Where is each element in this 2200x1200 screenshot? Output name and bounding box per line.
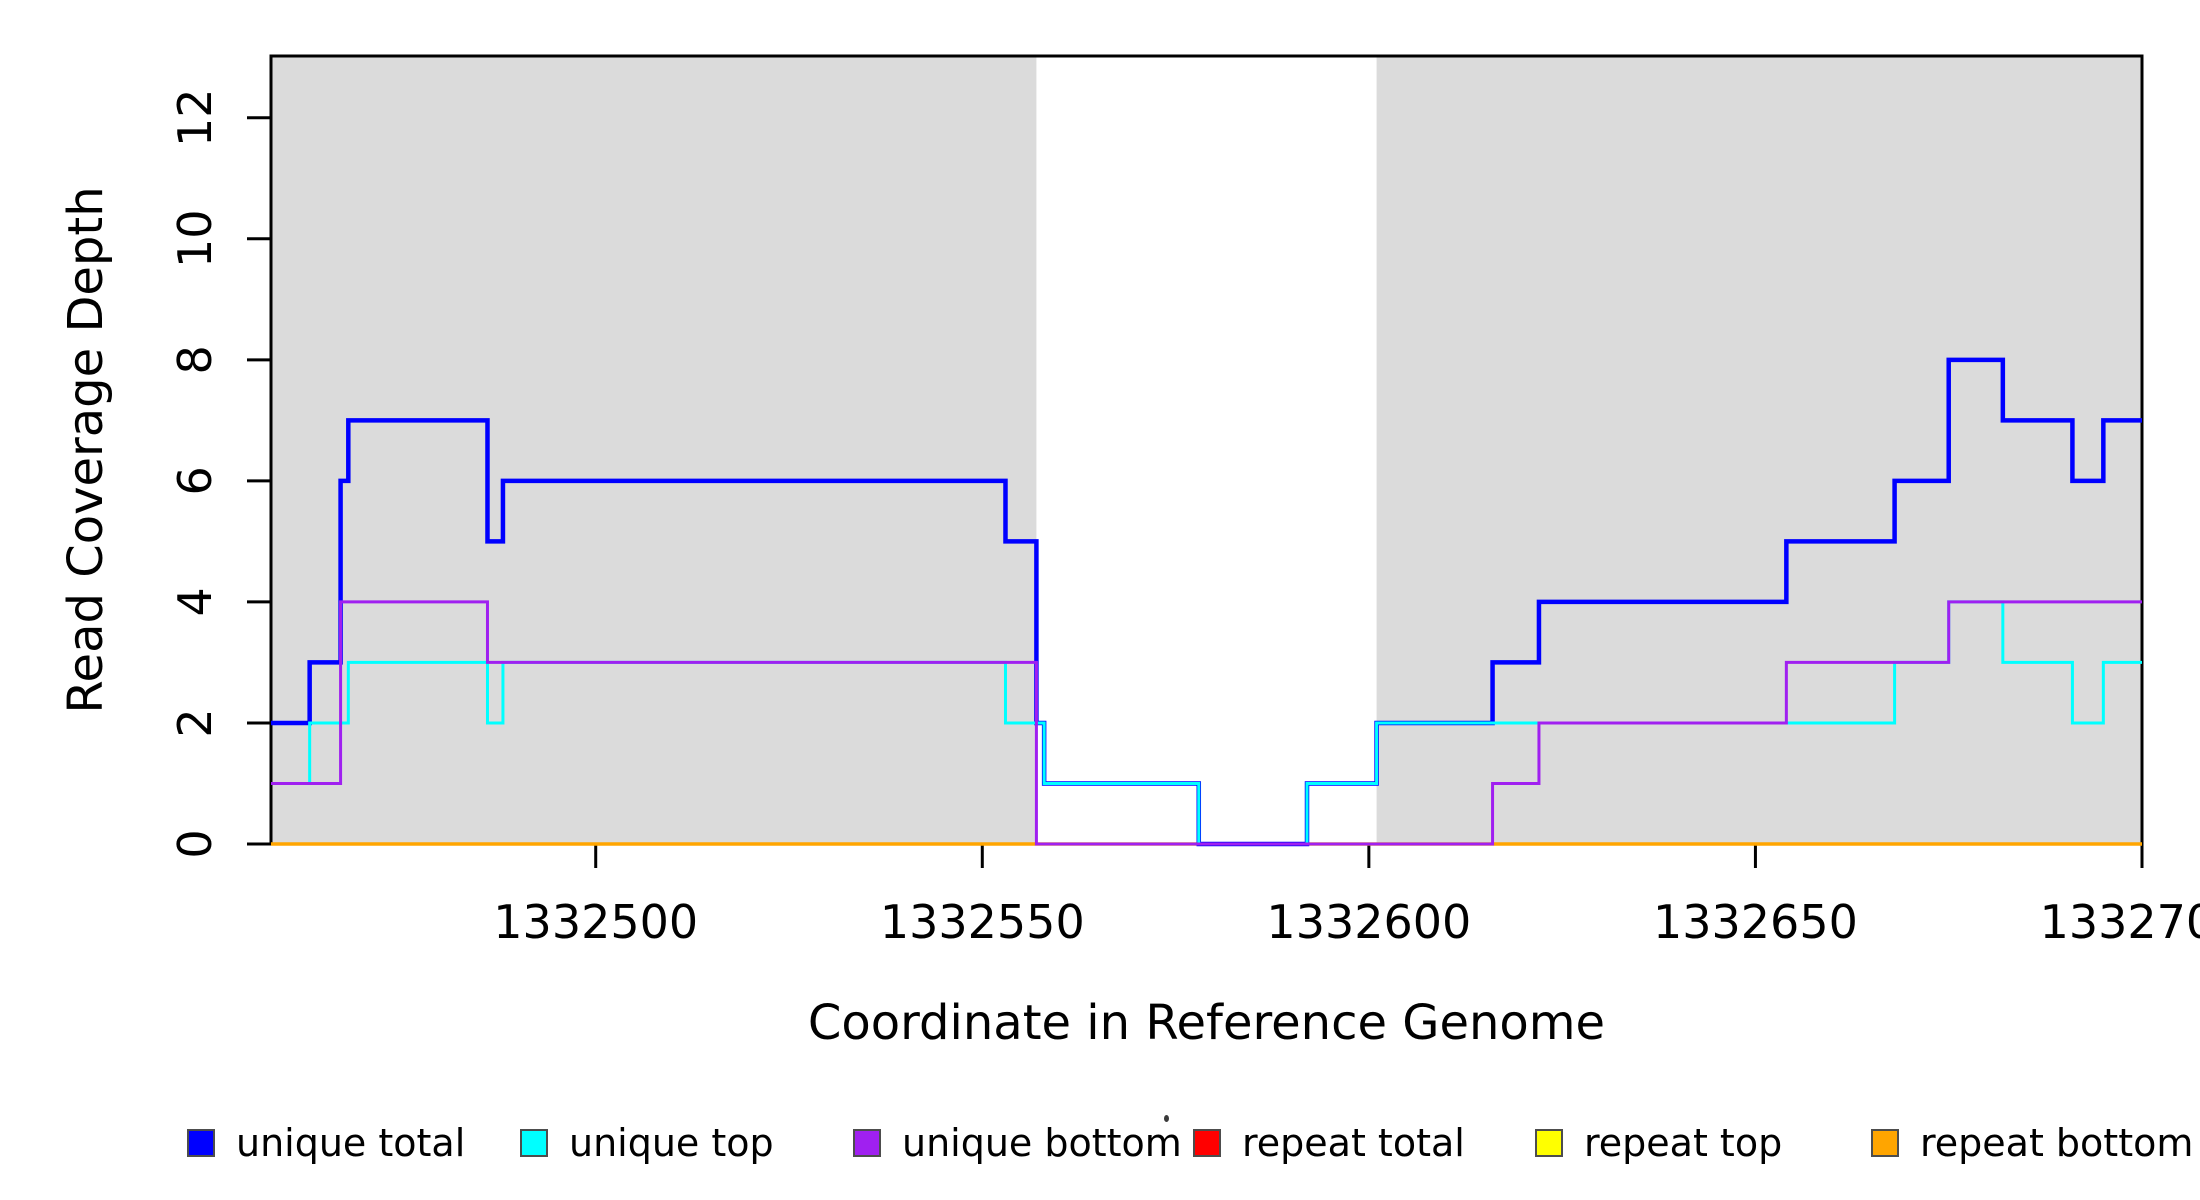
legend-item-unique-top: unique top — [520, 1113, 774, 1173]
x-axis-tick-label: 1332700 — [2040, 895, 2200, 949]
legend-swatch-repeat-bottom — [1871, 1129, 1899, 1157]
legend-item-repeat-bottom: repeat bottom — [1871, 1113, 2193, 1173]
legend-label-unique-top: unique top — [569, 1121, 774, 1165]
legend-item-repeat-total: repeat total — [1193, 1113, 1465, 1173]
y-axis-tick-label: 10 — [168, 210, 222, 269]
legend-swatch-repeat-top — [1535, 1129, 1563, 1157]
y-axis-tick-label: 12 — [168, 88, 222, 147]
series-line-unique-bottom — [271, 600, 2142, 846]
x-axis-tick-label: 1332500 — [493, 895, 698, 949]
repeat-region-shading — [271, 56, 1037, 844]
legend-swatch-unique-top — [520, 1129, 548, 1157]
legend-swatch-unique-bottom — [853, 1129, 881, 1157]
legend-label-unique-bottom: unique bottom — [902, 1121, 1182, 1165]
legend-label-unique-total: unique total — [236, 1121, 466, 1165]
stray-mark — [1164, 1115, 1169, 1122]
repeat-region-shading — [1376, 56, 2142, 844]
y-axis-tick-label: 8 — [168, 345, 222, 374]
y-axis-title-text: Read Coverage Depth — [58, 186, 114, 714]
x-axis-tick-label: 1332550 — [880, 895, 1085, 949]
legend-label-repeat-top: repeat top — [1584, 1121, 1783, 1165]
y-axis-tick-label: 6 — [168, 466, 222, 495]
legend-item-unique-bottom: unique bottom — [853, 1113, 1182, 1173]
x-axis-title: Coordinate in Reference Genome — [807, 995, 1606, 1051]
y-axis-tick-label: 0 — [168, 829, 222, 858]
x-axis-tick-label: 1332650 — [1653, 895, 1858, 949]
y-axis-tick-label: 4 — [168, 587, 222, 616]
x-axis-tick-label: 1332600 — [1266, 895, 1471, 949]
y-axis-tick-label: 2 — [168, 708, 222, 737]
legend: unique total unique top unique bottom repea… — [0, 1113, 2200, 1173]
legend-swatch-repeat-total — [1193, 1129, 1221, 1157]
legend-item-repeat-top: repeat top — [1535, 1113, 1782, 1173]
legend-label-repeat-total: repeat total — [1242, 1121, 1465, 1165]
legend-item-unique-total: unique total — [187, 1113, 465, 1173]
legend-label-repeat-bottom: repeat bottom — [1920, 1121, 2194, 1165]
legend-swatch-unique-total — [187, 1129, 215, 1157]
